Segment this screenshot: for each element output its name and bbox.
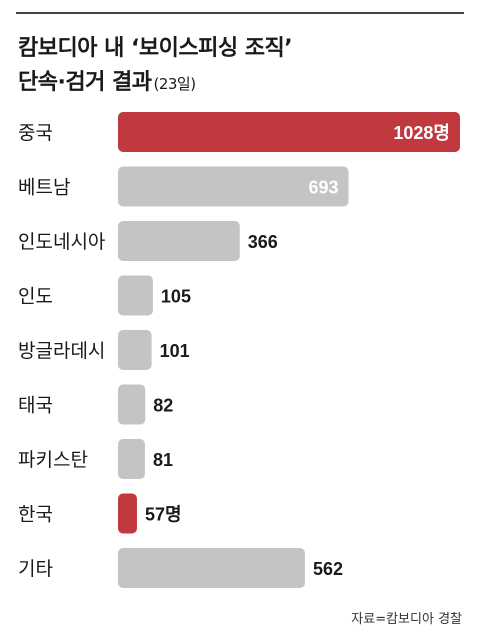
value-label: 105 (161, 287, 191, 307)
value-label: 693 (309, 178, 339, 198)
chart-title-line1: 캄보디아 내 ‘보이스피싱 조직’ (18, 36, 293, 61)
top-rule (16, 12, 464, 14)
value-label: 82 (153, 396, 173, 416)
value-label: 366 (248, 232, 278, 252)
category-label: 인도 (18, 286, 53, 308)
category-label: 태국 (18, 395, 53, 417)
chart-title-date-note: (23일) (153, 75, 196, 93)
bar (118, 166, 349, 207)
category-label: 인도네시아 (18, 231, 105, 253)
highlight-bar (118, 112, 460, 152)
value-label: 562 (313, 559, 343, 579)
bar (118, 330, 152, 370)
value-label: 81 (153, 450, 173, 470)
highlight-bar (118, 493, 137, 534)
value-label: 101 (160, 341, 190, 361)
chart-title-second-line: 단속·검거 결과 (23일) (18, 64, 196, 96)
chart-title-line2: 단속·검거 결과 (18, 70, 152, 95)
bar (118, 548, 305, 588)
category-label: 방글라데시 (18, 340, 105, 362)
bar (118, 384, 146, 425)
bar (118, 439, 145, 479)
category-label: 중국 (18, 122, 53, 144)
value-label: 1028명 (393, 123, 450, 143)
category-label: 기타 (18, 558, 53, 580)
bar (118, 275, 153, 316)
value-label: 57명 (145, 505, 182, 525)
category-label: 파키스탄 (18, 449, 88, 471)
bar (118, 221, 240, 261)
category-label: 베트남 (18, 177, 70, 199)
chart-title: 캄보디아 내 ‘보이스피싱 조직’ (18, 30, 293, 62)
source-note: 자료=캄보디아 경찰 (351, 612, 462, 627)
category-label: 한국 (18, 504, 53, 526)
